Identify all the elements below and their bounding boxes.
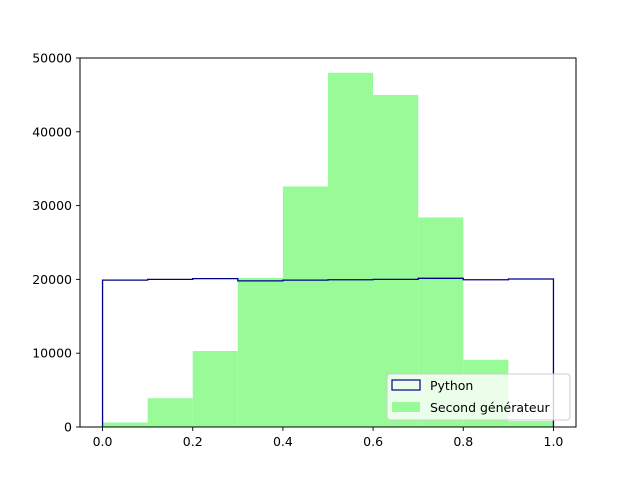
legend-swatch-second-generateur [392,402,420,412]
bar-second-generateur-6 [373,94,419,428]
bar-second-generateur-5 [328,72,374,427]
legend-label-python: Python [430,378,473,393]
x-tick-label: 0.6 [363,434,383,449]
x-axis: 0.0 0.2 0.4 0.6 0.8 1.0 [93,427,564,449]
bar-second-generateur-1 [147,398,193,427]
legend-box [386,373,571,421]
python-step-line [101,277,555,427]
legend: Python Second générateur [386,373,571,421]
x-tick-label: 0.2 [183,434,203,449]
bar-second-generateur-3 [237,277,283,427]
bar-second-generateur-0 [102,422,148,427]
python-step-path [101,277,555,427]
axes-frame [79,57,577,428]
x-tick-label: 0.4 [273,434,293,449]
y-tick-label: 20000 [32,272,72,287]
bar-second-generateur-2 [192,350,238,427]
y-tick-label: 50000 [32,51,72,66]
y-tick-label: 0 [64,420,72,435]
x-tick-label: 0.0 [93,434,113,449]
y-tick-label: 10000 [32,346,72,361]
bar-second-generateur-4 [282,186,328,427]
legend-label-second-generateur: Second générateur [430,400,551,415]
y-tick-label: 40000 [32,124,72,139]
legend-swatch-python [391,379,421,391]
y-tick-label: 30000 [32,198,72,213]
x-tick-label: 1.0 [544,434,564,449]
y-axis: 0 10000 20000 30000 40000 50000 [32,51,80,435]
x-tick-label: 0.8 [453,434,473,449]
bar-second-generateur-9 [508,421,554,427]
